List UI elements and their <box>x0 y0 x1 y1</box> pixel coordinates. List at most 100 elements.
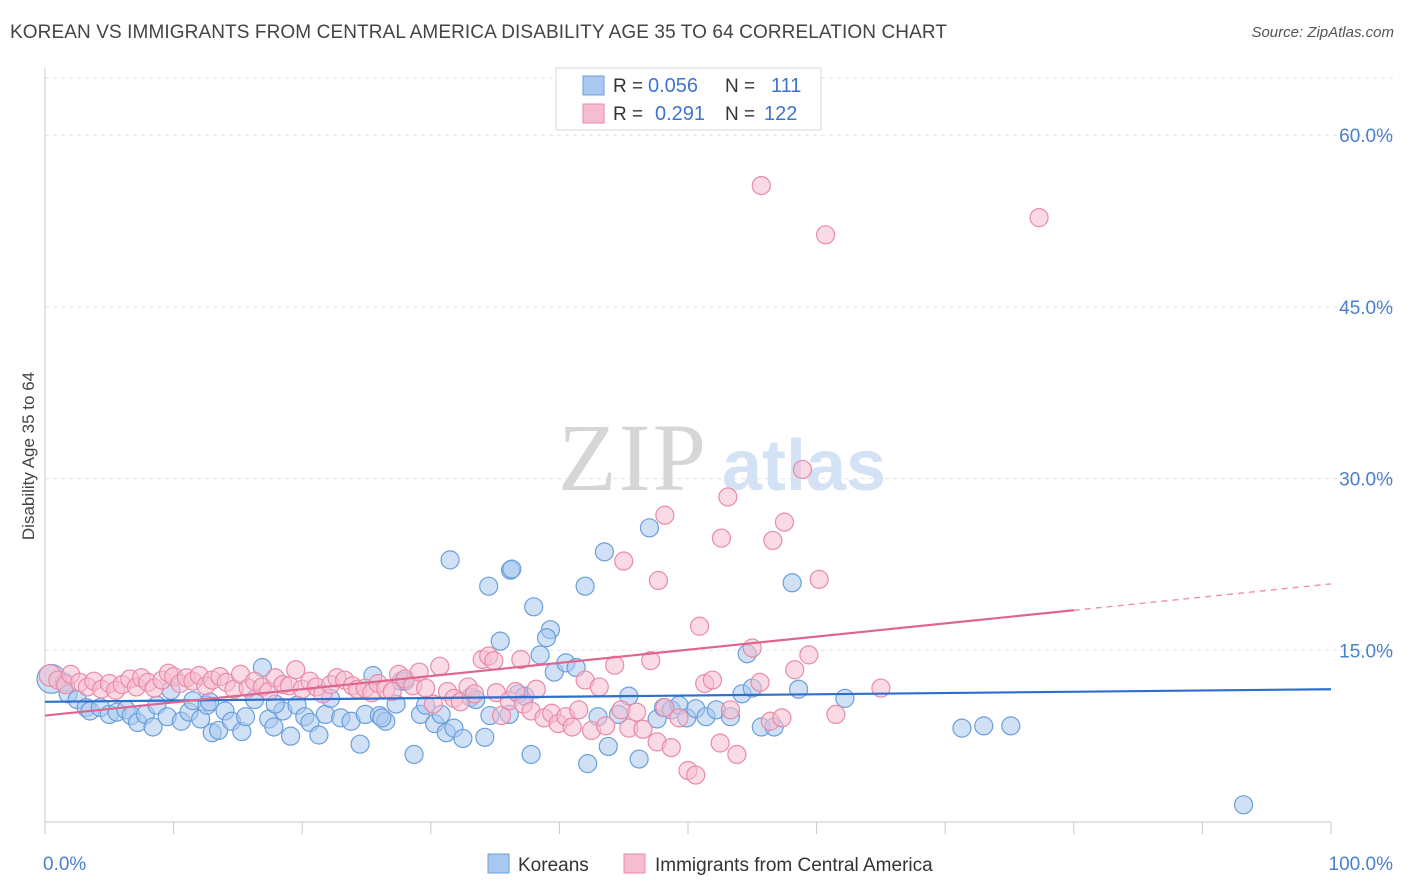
legend-r-label: R = <box>613 76 643 97</box>
korean-point <box>1233 795 1254 815</box>
immigrant-point <box>596 716 616 736</box>
bottom-legend: Koreans Immigrants from Central America <box>487 853 933 876</box>
legend-item-koreans: Koreans <box>518 855 589 876</box>
legend-swatch-koreans <box>582 75 605 96</box>
korean-point <box>639 518 660 538</box>
legend-swatch-koreans <box>487 853 510 874</box>
chart-title: KOREAN VS IMMIGRANTS FROM CENTRAL AMERIC… <box>10 22 948 43</box>
korean-point <box>575 576 595 596</box>
immigrant-point <box>569 700 589 720</box>
immigrant-point <box>710 733 730 753</box>
immigrant-point <box>626 702 647 722</box>
korean-point <box>281 726 301 746</box>
immigrant-point <box>763 530 783 551</box>
korean-point <box>350 734 370 754</box>
korean-point <box>404 744 424 765</box>
y-tick-label: 30.0% <box>1339 470 1393 491</box>
immigrant-point <box>727 744 747 765</box>
trend-line <box>44 688 1332 703</box>
immigrant-point <box>416 678 436 698</box>
watermark-zip: ZIP <box>558 404 708 511</box>
immigrant-point <box>785 660 805 680</box>
immigrant-point <box>491 705 512 726</box>
trend-line <box>44 609 1074 717</box>
immigrant-point <box>511 649 531 670</box>
x-tick-label: 0.0% <box>43 854 86 875</box>
korean-point <box>440 550 460 570</box>
axis-layer: 15.0% 30.0% 45.0% 60.0% 0.0% 100.0% <box>43 68 1393 875</box>
trend-line-extension <box>1073 583 1332 611</box>
korean-point <box>236 707 256 727</box>
top-legend: R = 0.056 N = 111 R = 0.291 N = 122 <box>555 67 822 131</box>
korean-point <box>521 744 541 765</box>
y-tick-label: 15.0% <box>1339 641 1393 662</box>
immigrant-point <box>641 651 661 671</box>
korean-point <box>782 573 802 593</box>
grid-layer <box>45 77 1393 651</box>
immigrant-point <box>702 670 723 690</box>
immigrant-point <box>526 679 546 699</box>
immigrant-point <box>423 694 443 714</box>
trend-layer <box>44 583 1332 717</box>
korean-point <box>200 692 220 712</box>
korean-point <box>835 688 855 708</box>
legend-swatch-immigrants <box>623 853 646 874</box>
immigrant-point <box>382 681 402 702</box>
source-label: Source: ZipAtlas.com <box>1251 24 1394 41</box>
immigrant-point <box>655 697 675 718</box>
immigrant-point <box>648 570 669 591</box>
legend-n-label: N = <box>725 76 755 97</box>
korean-point <box>309 725 329 745</box>
immigrant-point <box>816 225 836 245</box>
immigrant-point <box>464 684 485 704</box>
korean-point <box>578 754 598 774</box>
immigrant-point <box>430 656 450 676</box>
korean-point <box>502 559 522 579</box>
immigrant-point <box>751 175 771 196</box>
legend-r-label: R = <box>613 104 643 125</box>
korean-point <box>952 718 972 738</box>
y-tick-label: 45.0% <box>1339 298 1393 319</box>
korean-point <box>524 597 544 617</box>
korean-point <box>974 716 994 736</box>
korean-point <box>490 631 510 651</box>
immigrant-point <box>614 551 634 571</box>
korean-point <box>530 645 550 665</box>
immigrant-point <box>669 708 689 728</box>
korean-point <box>594 542 615 562</box>
korean-point <box>143 717 163 737</box>
korean-point <box>629 749 649 769</box>
korean-point <box>1001 716 1021 736</box>
legend-swatch-immigrants <box>582 103 605 124</box>
legend-item-immigrants: Immigrants from Central America <box>655 855 933 876</box>
legend-n-value: 111 <box>771 75 801 97</box>
immigrant-point <box>799 645 819 665</box>
y-tick-label: 60.0% <box>1339 126 1393 147</box>
immigrant-point <box>686 765 706 785</box>
korean-point <box>475 727 495 747</box>
legend-r-value: 0.291 <box>655 103 705 125</box>
y-axis-label: Disability Age 35 to 64 <box>19 372 38 540</box>
immigrant-point <box>689 616 710 636</box>
immigrant-point <box>711 528 732 548</box>
immigrant-point <box>826 704 846 725</box>
immigrant-point <box>562 717 582 737</box>
korean-point <box>264 717 284 737</box>
immigrant-point <box>589 677 609 697</box>
immigrant-point <box>286 660 306 680</box>
legend-r-value: 0.056 <box>648 75 698 97</box>
immigrant-point <box>772 708 792 728</box>
immigrant-point <box>720 700 741 720</box>
x-tick-label: 100.0% <box>1329 854 1394 875</box>
immigrant-point <box>809 569 829 589</box>
immigrant-point <box>750 672 770 692</box>
immigrant-point <box>655 505 675 525</box>
immigrant-point <box>633 719 653 739</box>
korean-point <box>372 708 392 728</box>
immigrant-point <box>661 737 681 758</box>
korean-point <box>598 736 618 757</box>
korean-point <box>536 628 557 648</box>
immigrant-point <box>1029 208 1049 228</box>
points-layer <box>36 175 1254 815</box>
